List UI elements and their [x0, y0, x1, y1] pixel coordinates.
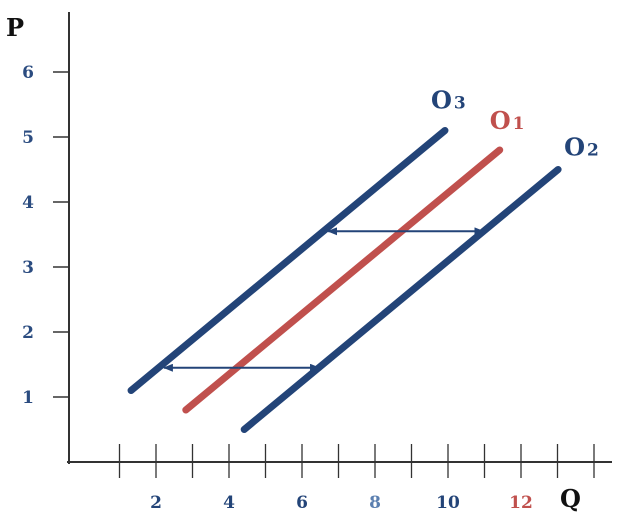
- series-lines: [127, 127, 562, 433]
- x-tick-label-12: 12: [509, 493, 533, 513]
- series-line-O2: [240, 166, 562, 433]
- ticks: [53, 71, 595, 478]
- y-tick-label-3: 3: [22, 258, 34, 278]
- series-line-O1: [182, 146, 504, 414]
- series-line-O3: [127, 127, 449, 394]
- y-tick-label-4: 4: [22, 193, 34, 213]
- x-tick-label-10: 10: [436, 493, 460, 513]
- y-tick-label-5: 5: [22, 128, 34, 148]
- y-axis-title: P: [6, 13, 24, 42]
- x-tick-label-4: 4: [223, 493, 235, 513]
- x-tick-label-2: 2: [150, 493, 162, 513]
- y-tick-label-2: 2: [22, 323, 34, 343]
- axes: [67, 12, 612, 464]
- shift-arrows: [162, 227, 485, 372]
- x-tick-label-6: 6: [296, 493, 308, 513]
- x-tick-label-8: 8: [369, 493, 381, 513]
- y-tick-label-6: 6: [22, 63, 34, 83]
- y-tick-label-1: 1: [22, 388, 34, 408]
- x-axis-title: Q: [560, 484, 581, 513]
